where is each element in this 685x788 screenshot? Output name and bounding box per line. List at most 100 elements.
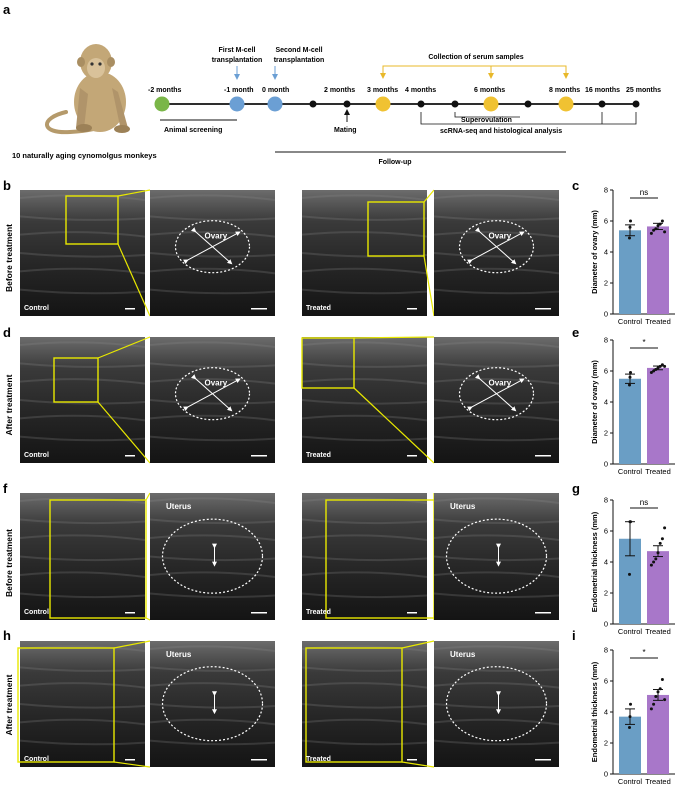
y-tick-label: 4	[604, 708, 608, 717]
uterus-outline	[445, 666, 548, 742]
y-tick-label: 2	[604, 429, 608, 438]
treated-image-label: Treated	[306, 609, 331, 616]
data-point	[649, 707, 653, 711]
control-bar	[619, 716, 641, 774]
row-label-f: Before treatment	[4, 529, 14, 597]
data-point	[658, 222, 662, 226]
ultrasound-image: Ovary	[149, 190, 276, 316]
y-tick-label: 0	[604, 620, 608, 629]
data-point	[660, 677, 664, 681]
timepoint-label: 2 months	[324, 87, 355, 94]
zoom-region-box	[17, 647, 115, 763]
data-point	[628, 715, 632, 719]
data-point	[649, 231, 653, 235]
data-point	[629, 520, 632, 524]
data-point	[629, 371, 632, 375]
data-point	[658, 541, 662, 545]
serum-label: Collection of serum samples	[428, 54, 523, 61]
data-point	[654, 695, 658, 698]
treated-bar	[647, 551, 669, 624]
y-tick-label: 0	[604, 310, 608, 319]
ultrasound-image: Control	[19, 189, 151, 317]
data-point	[663, 698, 667, 702]
ultrasound-image: Treated	[301, 336, 435, 464]
data-point	[628, 383, 631, 387]
y-tick-label: 2	[604, 279, 608, 288]
treated-bar	[647, 226, 669, 314]
treated-bar	[647, 694, 669, 774]
timepoint-serum-6m-circle	[483, 96, 499, 112]
ovary-label: Ovary	[205, 379, 228, 388]
scale-bar	[251, 612, 267, 614]
timepoint-dot	[524, 100, 532, 108]
y-tick-label: 4	[604, 558, 608, 567]
ovary-label: Ovary	[205, 232, 228, 241]
scale-bar	[407, 612, 417, 614]
ultrasound-images: Control Ovary Treated Ovary Control Ovary Trea…	[17, 189, 560, 768]
y-tick-label: 6	[604, 367, 608, 376]
panel-label-h: h	[3, 628, 11, 643]
timepoint-label: 6 months	[474, 87, 505, 94]
second-transplant-label-line2: transplantation	[274, 57, 325, 64]
monkey-illustration	[45, 44, 130, 135]
panel-label-g: g	[572, 481, 580, 496]
significance-label: *	[642, 648, 645, 657]
ultrasound-image: Uterus	[149, 493, 276, 620]
y-tick-label: 0	[604, 460, 608, 469]
scale-bar	[251, 455, 267, 457]
uterus-outline	[161, 518, 264, 594]
data-point	[628, 726, 631, 729]
ultrasound-image: Control	[17, 640, 151, 768]
scale-bar	[535, 612, 551, 614]
ovary-outline	[174, 220, 251, 274]
bar-chart-g: 0 2 4 6 8 Endometrial thickness (mm) Control Tr…	[590, 496, 675, 636]
uterus-label: Uterus	[450, 650, 476, 659]
x-tick-label: Treated	[645, 467, 671, 476]
zoom-connector	[353, 336, 435, 339]
y-axis-label: Diameter of ovary (mm)	[590, 210, 599, 294]
y-tick-label: 2	[604, 739, 608, 748]
data-point	[629, 702, 632, 706]
scale-bar	[251, 308, 267, 310]
zoom-connector	[353, 387, 435, 464]
zoom-connector	[97, 336, 151, 359]
y-tick-label: 6	[604, 527, 608, 536]
y-tick-label: 8	[604, 336, 608, 345]
scale-bar	[251, 759, 267, 761]
data-point	[649, 563, 653, 567]
y-tick-label: 2	[604, 589, 608, 598]
scale-bar	[125, 455, 135, 457]
y-tick-label: 4	[604, 398, 608, 407]
zoom-connector	[117, 243, 151, 317]
zoom-region-box	[49, 499, 147, 619]
y-tick-label: 6	[604, 677, 608, 686]
data-point	[628, 375, 632, 379]
timepoint-screening-circle	[154, 96, 170, 112]
scale-bar	[535, 308, 551, 310]
second-transplant-label-line1: Second M-cell	[275, 47, 322, 54]
zoom-connector	[401, 640, 435, 649]
diameter-arrow	[190, 227, 233, 265]
zoom-region-box	[305, 647, 403, 763]
zoom-region-box	[367, 201, 425, 257]
scale-bar	[407, 308, 417, 310]
zoom-connector	[145, 492, 151, 501]
timepoint-label: 25 months	[626, 87, 661, 94]
timepoint-dot	[309, 100, 317, 108]
ultrasound-image: Treated	[301, 493, 435, 620]
significance-label: *	[642, 338, 645, 347]
treated-image-label: Treated	[306, 756, 331, 763]
data-point	[652, 369, 656, 373]
ultrasound-image: Control	[19, 492, 151, 621]
panel-label-a: a	[3, 2, 11, 17]
data-point	[652, 560, 656, 564]
timepoint-dot	[598, 100, 606, 108]
data-point	[629, 219, 632, 223]
panel-label-e: e	[572, 325, 579, 340]
diameter-arrow	[474, 227, 517, 265]
row-label-d: After treatment	[4, 374, 14, 435]
scale-bar	[407, 759, 417, 761]
scale-bar	[407, 455, 417, 457]
timepoint-dot	[632, 100, 640, 108]
ultrasound-image: Ovary	[433, 337, 560, 463]
